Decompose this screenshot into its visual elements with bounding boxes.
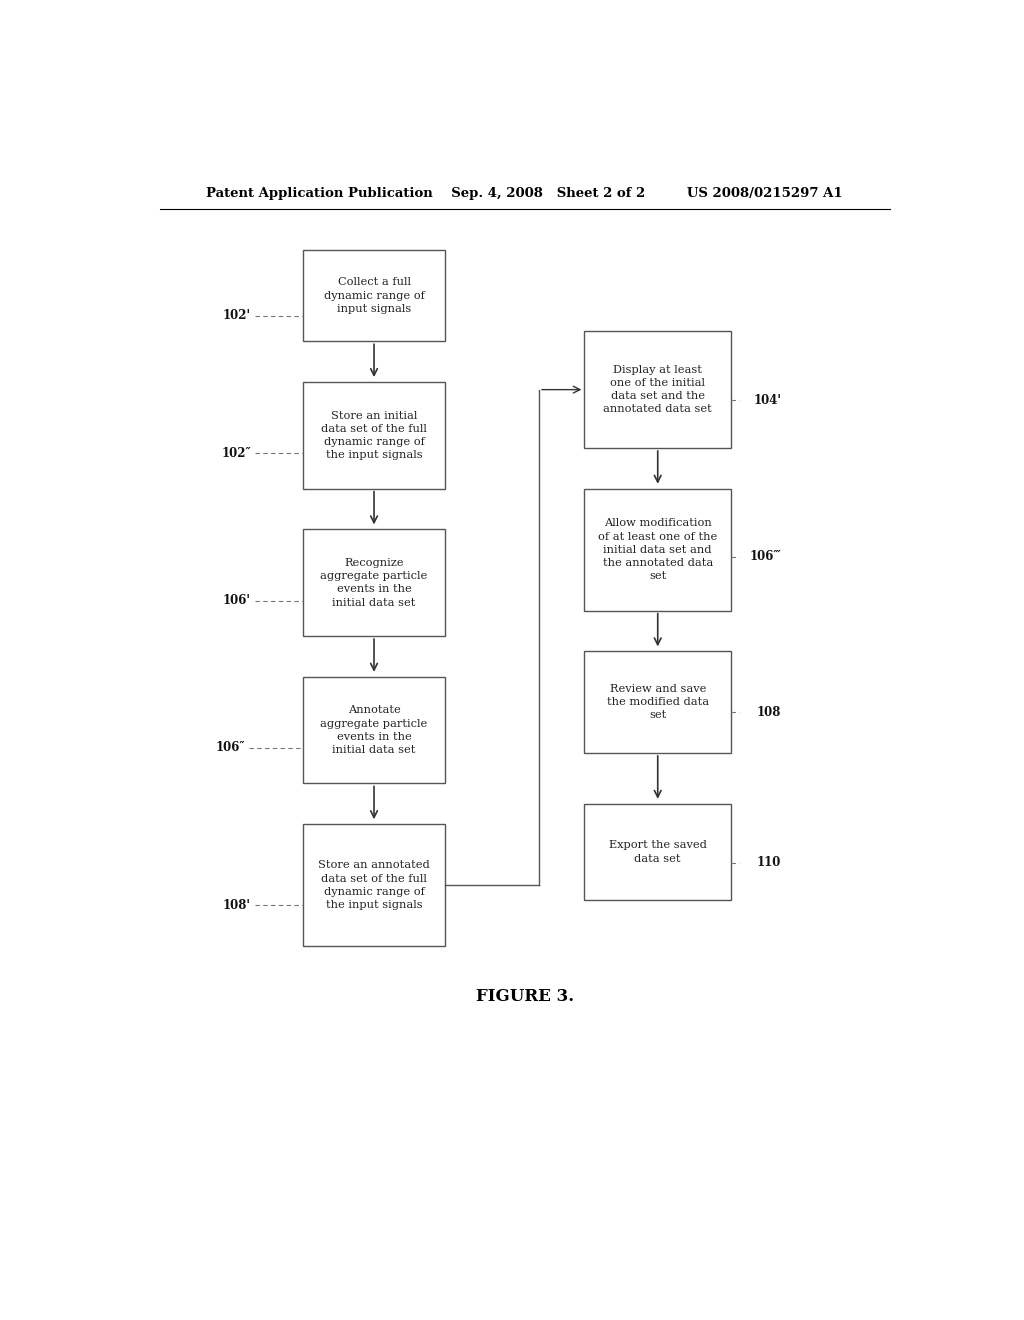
Text: 102': 102' bbox=[223, 309, 251, 322]
Text: Export the saved
data set: Export the saved data set bbox=[609, 841, 707, 863]
FancyBboxPatch shape bbox=[303, 381, 445, 488]
Text: Patent Application Publication    Sep. 4, 2008   Sheet 2 of 2         US 2008/02: Patent Application Publication Sep. 4, 2… bbox=[207, 187, 843, 201]
FancyBboxPatch shape bbox=[303, 677, 445, 784]
Text: 110: 110 bbox=[757, 857, 781, 870]
FancyBboxPatch shape bbox=[585, 804, 731, 900]
Text: Display at least
one of the initial
data set and the
annotated data set: Display at least one of the initial data… bbox=[603, 364, 712, 414]
FancyBboxPatch shape bbox=[303, 824, 445, 946]
FancyBboxPatch shape bbox=[303, 249, 445, 342]
Text: 106': 106' bbox=[223, 594, 251, 607]
Text: 106″: 106″ bbox=[216, 742, 246, 755]
Text: Allow modification
of at least one of the
initial data set and
the annotated dat: Allow modification of at least one of th… bbox=[598, 519, 718, 581]
Text: 102″: 102″ bbox=[221, 446, 251, 459]
Text: Collect a full
dynamic range of
input signals: Collect a full dynamic range of input si… bbox=[324, 277, 425, 314]
FancyBboxPatch shape bbox=[585, 331, 731, 447]
Text: 108: 108 bbox=[757, 706, 781, 719]
FancyBboxPatch shape bbox=[585, 488, 731, 611]
Text: FIGURE 3.: FIGURE 3. bbox=[476, 989, 573, 1006]
Text: 108': 108' bbox=[223, 899, 251, 912]
Text: Store an initial
data set of the full
dynamic range of
the input signals: Store an initial data set of the full dy… bbox=[322, 411, 427, 461]
FancyBboxPatch shape bbox=[303, 529, 445, 636]
Text: 106‴: 106‴ bbox=[750, 550, 781, 564]
Text: 104': 104' bbox=[753, 393, 781, 407]
Text: Store an annotated
data set of the full
dynamic range of
the input signals: Store an annotated data set of the full … bbox=[318, 861, 430, 909]
Text: Annotate
aggregate particle
events in the
initial data set: Annotate aggregate particle events in th… bbox=[321, 705, 428, 755]
Text: Recognize
aggregate particle
events in the
initial data set: Recognize aggregate particle events in t… bbox=[321, 558, 428, 607]
FancyBboxPatch shape bbox=[585, 651, 731, 752]
Text: Review and save
the modified data
set: Review and save the modified data set bbox=[606, 684, 709, 721]
